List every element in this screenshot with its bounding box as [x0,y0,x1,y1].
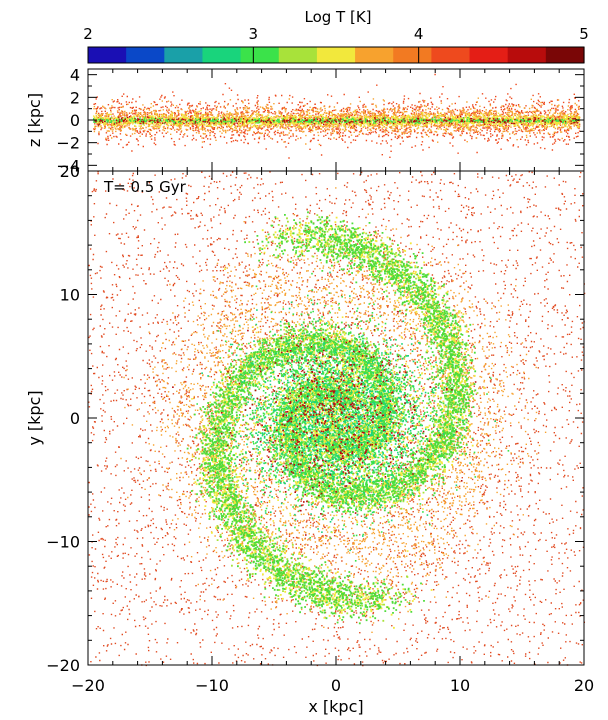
colorbar-tick-label: 5 [579,25,589,43]
colorbar-bin [507,47,547,63]
colorbar-bin [393,47,432,63]
colorbar-bin [164,47,204,63]
colorbar-ticks: 2 3 4 5 [83,25,589,63]
edge-on-axes: −4 −2 0 2 4 [56,66,585,175]
face-on-xlabel: x [kpc] [308,697,363,716]
colorbar-bin [202,47,242,63]
edge-on-ylabel: z [kpc] [25,93,44,147]
colorbar-bin [240,47,280,63]
x-tick-label: 0 [331,676,341,695]
y-tick-label: 10 [60,286,80,305]
halo-particles [88,171,586,667]
time-annotation: T= 0.5 Gyr [103,178,187,196]
y-tick-label: −2 [56,134,80,153]
colorbar-bin [355,47,394,63]
y-tick-label: 4 [70,66,80,85]
colorbar-tick-label: 3 [249,25,259,43]
x-tick-label: −20 [71,676,105,695]
y-tick-label: 20 [60,162,80,181]
y-tick-label: −20 [46,656,80,675]
y-tick-label: 0 [70,111,80,130]
x-tick-label: 10 [450,676,470,695]
colorbar-bin [278,47,318,63]
face-on-ylabel: y [kpc] [25,390,44,445]
edge-on-hot [93,73,581,159]
x-tick-label: −10 [195,676,229,695]
colorbar-bin [545,47,585,63]
face-on-axes: −20 −10 0 10 20 −20 −10 0 10 20 [46,162,594,695]
edge-on-panel: −4 −2 0 2 4 z [kpc] [25,66,585,175]
colorbar-bin [469,47,509,63]
core-hot [172,311,477,536]
colorbar: Log T [K] 2 3 4 5 [83,8,589,64]
colorbar-bin [431,47,471,63]
y-tick-label: 0 [70,409,80,428]
face-on-panel: −20 −10 0 10 20 −20 −10 0 10 20 T= 0.5 Gyr y [kpc… [25,162,594,716]
face-on-particles [88,171,586,667]
core-cold [189,272,510,569]
colorbar-tick-label: 2 [83,25,93,43]
colorbar-bin [88,47,127,63]
y-tick-label: 2 [70,88,80,107]
colorbar-bin [316,47,356,63]
colorbar-bin [126,47,165,63]
colorbar-bins [88,47,585,63]
x-tick-label: 20 [574,676,594,695]
edge-on-particles [93,73,581,159]
y-tick-label: −10 [46,533,80,552]
y-tick-label: −4 [56,156,80,175]
core-warm [191,288,469,555]
colorbar-title: Log T [K] [304,8,371,26]
colorbar-tick-label: 4 [414,25,424,43]
